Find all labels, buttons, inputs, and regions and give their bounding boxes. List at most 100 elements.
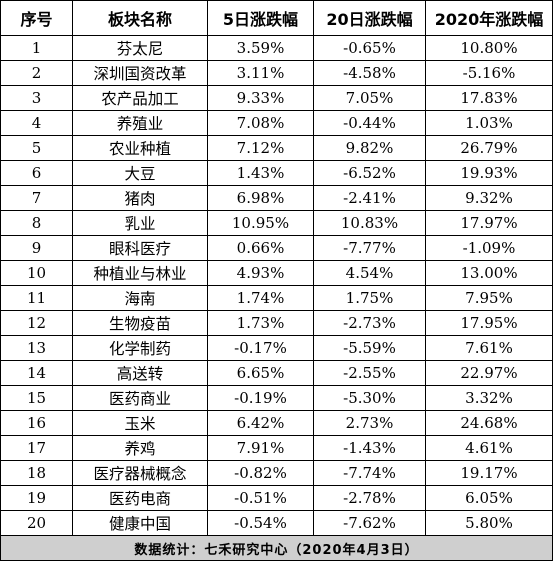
change-5d-cell: 1.73% xyxy=(207,310,314,336)
table-row: 5 农业种植 7.12% 9.82% 26.79% xyxy=(0,135,553,161)
change-20d-cell: -5.30% xyxy=(313,385,426,411)
table-row: 17 养鸡 7.91% -1.43% 4.61% xyxy=(0,435,553,461)
table-row: 11 海南 1.74% 1.75% 7.95% xyxy=(0,285,553,311)
table-row: 3 农产品加工 9.33% 7.05% 17.83% xyxy=(0,85,553,111)
sector-name-cell: 农产品加工 xyxy=(72,85,208,111)
change-20d-cell: -2.55% xyxy=(313,360,426,386)
change-5d-cell: 6.42% xyxy=(207,410,314,436)
change-ytd-cell: 13.00% xyxy=(425,260,553,286)
table-row: 8 乳业 10.95% 10.83% 17.97% xyxy=(0,210,553,236)
change-20d-cell: -1.43% xyxy=(313,435,426,461)
rank-cell: 18 xyxy=(0,460,73,486)
change-ytd-cell: 7.61% xyxy=(425,335,553,361)
change-ytd-cell: 17.97% xyxy=(425,210,553,236)
change-ytd-cell: -5.16% xyxy=(425,60,553,86)
sector-name-cell: 眼科医疗 xyxy=(72,235,208,261)
table-row: 12 生物疫苗 1.73% -2.73% 17.95% xyxy=(0,310,553,336)
table-row: 13 化学制药 -0.17% -5.59% 7.61% xyxy=(0,335,553,361)
rank-cell: 10 xyxy=(0,260,73,286)
rank-cell: 19 xyxy=(0,485,73,511)
sector-name-cell: 海南 xyxy=(72,285,208,311)
table-row: 15 医药商业 -0.19% -5.30% 3.32% xyxy=(0,385,553,411)
table-row: 16 玉米 6.42% 2.73% 24.68% xyxy=(0,410,553,436)
change-20d-cell: -4.58% xyxy=(313,60,426,86)
change-ytd-cell: 19.17% xyxy=(425,460,553,486)
rank-cell: 16 xyxy=(0,410,73,436)
change-20d-cell: -6.52% xyxy=(313,160,426,186)
table-row: 20 健康中国 -0.54% -7.62% 5.80% xyxy=(0,510,553,536)
change-20d-cell: 7.05% xyxy=(313,85,426,111)
change-ytd-cell: 6.05% xyxy=(425,485,553,511)
change-5d-cell: -0.19% xyxy=(207,385,314,411)
sector-name-cell: 生物疫苗 xyxy=(72,310,208,336)
table-row: 1 芬太尼 3.59% -0.65% 10.80% xyxy=(0,35,553,61)
change-5d-cell: 3.59% xyxy=(207,35,314,61)
rank-cell: 4 xyxy=(0,110,73,136)
rank-cell: 17 xyxy=(0,435,73,461)
change-20d-cell: -2.41% xyxy=(313,185,426,211)
header-rank: 序号 xyxy=(0,0,73,36)
change-5d-cell: 4.93% xyxy=(207,260,314,286)
rank-cell: 15 xyxy=(0,385,73,411)
sector-name-cell: 健康中国 xyxy=(72,510,208,536)
table-row: 2 深圳国资改革 3.11% -4.58% -5.16% xyxy=(0,60,553,86)
header-sector-name: 板块名称 xyxy=(72,0,208,36)
change-ytd-cell: 17.95% xyxy=(425,310,553,336)
sector-name-cell: 玉米 xyxy=(72,410,208,436)
change-ytd-cell: 17.83% xyxy=(425,85,553,111)
change-ytd-cell: 24.68% xyxy=(425,410,553,436)
rank-cell: 20 xyxy=(0,510,73,536)
change-ytd-cell: 19.93% xyxy=(425,160,553,186)
rank-cell: 1 xyxy=(0,35,73,61)
sector-name-cell: 农业种植 xyxy=(72,135,208,161)
change-20d-cell: 2.73% xyxy=(313,410,426,436)
change-5d-cell: -0.54% xyxy=(207,510,314,536)
rank-cell: 3 xyxy=(0,85,73,111)
table-row: 9 眼科医疗 0.66% -7.77% -1.09% xyxy=(0,235,553,261)
change-20d-cell: -2.73% xyxy=(313,310,426,336)
table-row: 10 种植业与林业 4.93% 4.54% 13.00% xyxy=(0,260,553,286)
change-5d-cell: -0.51% xyxy=(207,485,314,511)
change-20d-cell: -2.78% xyxy=(313,485,426,511)
header-20d-change: 20日涨跌幅 xyxy=(313,0,426,36)
table-row: 19 医药电商 -0.51% -2.78% 6.05% xyxy=(0,485,553,511)
change-5d-cell: 1.43% xyxy=(207,160,314,186)
rank-cell: 5 xyxy=(0,135,73,161)
sector-name-cell: 猪肉 xyxy=(72,185,208,211)
change-ytd-cell: 3.32% xyxy=(425,385,553,411)
table-row: 18 医疗器械概念 -0.82% -7.74% 19.17% xyxy=(0,460,553,486)
header-row: 序号 板块名称 5日涨跌幅 20日涨跌幅 2020年涨跌幅 xyxy=(0,0,553,36)
change-5d-cell: 1.74% xyxy=(207,285,314,311)
change-5d-cell: -0.17% xyxy=(207,335,314,361)
sector-name-cell: 养鸡 xyxy=(72,435,208,461)
sector-name-cell: 深圳国资改革 xyxy=(72,60,208,86)
rank-cell: 12 xyxy=(0,310,73,336)
change-20d-cell: -0.44% xyxy=(313,110,426,136)
change-ytd-cell: 22.97% xyxy=(425,360,553,386)
change-5d-cell: 7.08% xyxy=(207,110,314,136)
header-ytd-change: 2020年涨跌幅 xyxy=(425,0,553,36)
change-20d-cell: -5.59% xyxy=(313,335,426,361)
sector-name-cell: 乳业 xyxy=(72,210,208,236)
change-20d-cell: 10.83% xyxy=(313,210,426,236)
rank-cell: 7 xyxy=(0,185,73,211)
sector-name-cell: 医疗器械概念 xyxy=(72,460,208,486)
header-5d-change: 5日涨跌幅 xyxy=(207,0,314,36)
rank-cell: 14 xyxy=(0,360,73,386)
change-20d-cell: 4.54% xyxy=(313,260,426,286)
table-row: 7 猪肉 6.98% -2.41% 9.32% xyxy=(0,185,553,211)
change-ytd-cell: 4.61% xyxy=(425,435,553,461)
sector-name-cell: 医药电商 xyxy=(72,485,208,511)
change-20d-cell: -7.77% xyxy=(313,235,426,261)
data-source-note: 数据统计：七禾研究中心（2020年4月3日） xyxy=(0,535,553,561)
footer-row: 数据统计：七禾研究中心（2020年4月3日） xyxy=(0,535,553,561)
rank-cell: 13 xyxy=(0,335,73,361)
rank-cell: 2 xyxy=(0,60,73,86)
rank-cell: 11 xyxy=(0,285,73,311)
change-5d-cell: 6.98% xyxy=(207,185,314,211)
sector-name-cell: 养殖业 xyxy=(72,110,208,136)
change-5d-cell: 6.65% xyxy=(207,360,314,386)
change-5d-cell: 0.66% xyxy=(207,235,314,261)
